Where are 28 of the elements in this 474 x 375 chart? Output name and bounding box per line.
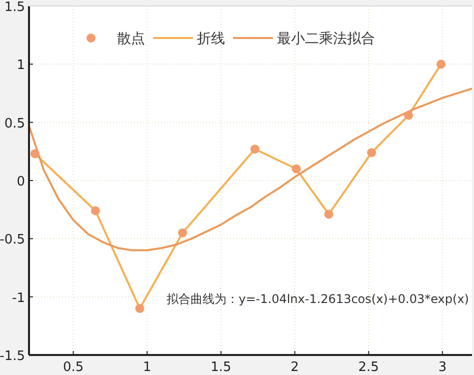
x-tick-label: 2: [290, 360, 299, 375]
point: [367, 148, 376, 158]
legend-label: 折线: [197, 31, 225, 47]
point: [250, 144, 260, 154]
x-tick-label: 2.5: [358, 360, 379, 375]
x-tick-label: 3: [438, 360, 447, 375]
y-tick-label: -1: [12, 290, 25, 306]
x-tick-label: 1.5: [210, 360, 232, 375]
legend-label: 散点: [117, 31, 145, 47]
point: [404, 110, 414, 120]
y-tick-label: 0: [16, 174, 25, 190]
point: [90, 206, 100, 216]
annotation: 拟合曲线为：y=-1.04lnx-1.2613cos(x)+0.03*exp(x): [166, 292, 469, 306]
y-tick-label: 1.5: [4, 0, 25, 15]
point: [292, 164, 301, 174]
y-tick-label: -1.5: [0, 349, 25, 364]
y-tick-label: 1: [16, 58, 25, 74]
point: [178, 228, 188, 238]
legend-label: 最小二乘法拟合: [277, 31, 375, 47]
point: [324, 210, 334, 219]
line-series: [29, 88, 472, 252]
point: [30, 149, 40, 158]
point: [436, 60, 446, 69]
y-tick-label: -0.5: [0, 232, 25, 248]
point: [135, 304, 144, 313]
x-tick-label: 0.5: [62, 360, 84, 375]
x-tick-label: 1: [142, 360, 152, 375]
y-tick-label: 0.5: [4, 116, 25, 132]
